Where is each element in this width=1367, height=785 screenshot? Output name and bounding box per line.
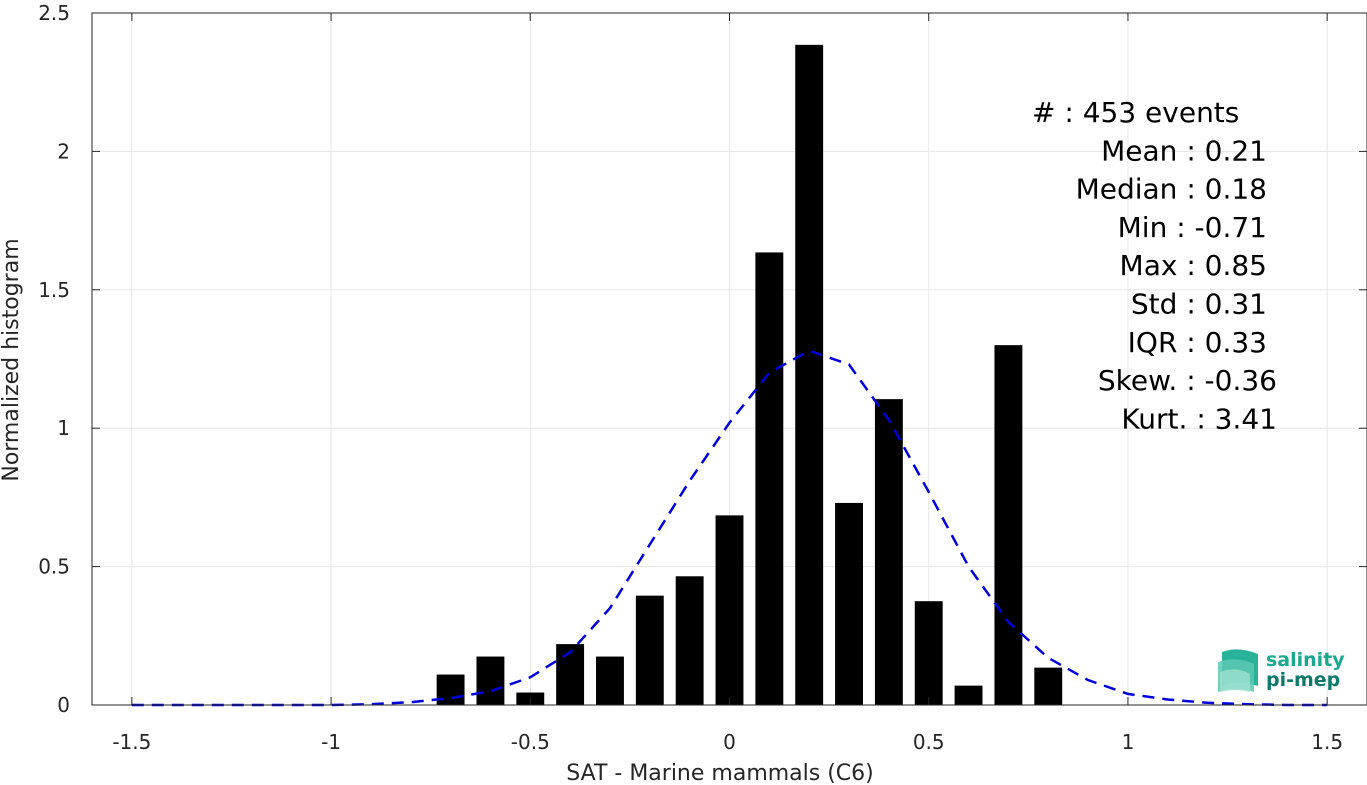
x-tick-label: 0 (723, 730, 736, 754)
fit-curve (131, 349, 1328, 707)
histogram-bar (954, 685, 983, 705)
y-axis-label: Normalized histogram (0, 238, 24, 481)
stats-line: Mean : 0.21 (1101, 134, 1267, 167)
x-tick-label: 1.5 (1311, 730, 1343, 754)
x-axis-label: SAT - Marine mammals (C6) (566, 761, 874, 785)
histogram-bar (635, 595, 664, 705)
stats-line: # : 453 events (1032, 96, 1239, 129)
stats-box: # : 453 events Mean : 0.21 Median : 0.18 Mi… (1032, 96, 1277, 435)
x-tick-label: -1.5 (112, 730, 151, 754)
logo-waves-icon (1218, 649, 1258, 692)
stats-line: Median : 0.18 (1076, 173, 1267, 206)
x-tick-label: -1 (321, 730, 341, 754)
histogram-bar (994, 345, 1023, 705)
x-tick-label: 1 (1122, 730, 1135, 754)
stats-line: Max : 0.85 (1120, 249, 1267, 282)
histogram-bar (715, 515, 744, 705)
y-tick-label: 0 (57, 693, 70, 717)
y-tick-label: 2.5 (38, 1, 70, 25)
stats-line: Kurt. : 3.41 (1121, 402, 1277, 435)
histogram-bars (436, 44, 1063, 705)
stats-line: Min : -0.71 (1118, 211, 1267, 244)
stats-line: Skew. : -0.36 (1098, 364, 1277, 397)
salinity-pi-mep-logo: salinity pi-mep (1218, 649, 1345, 692)
normal-fit-line (131, 349, 1328, 707)
histogram-bar (755, 252, 784, 705)
x-tick-label: -0.5 (511, 730, 550, 754)
histogram-bar (835, 502, 863, 705)
logo-line1: salinity (1266, 649, 1345, 671)
histogram-bar (675, 576, 704, 705)
stats-line: IQR : 0.33 (1128, 326, 1267, 359)
x-tick-label: 0.5 (913, 730, 945, 754)
logo-line2: pi-mep (1266, 669, 1340, 691)
y-tick-label: 1 (57, 416, 70, 440)
axis-ticks: -1.5 -1 -0.5 0 0.5 1 1.5 0 0.5 1 1.5 2 2.5 (38, 1, 1367, 754)
histogram-bar (476, 656, 505, 705)
histogram-bar (874, 399, 903, 705)
y-tick-label: 0.5 (38, 555, 70, 579)
y-tick-label: 1.5 (38, 278, 70, 302)
histogram-bar (795, 44, 824, 705)
y-tick-label: 2 (57, 139, 70, 163)
histogram-bar (556, 644, 585, 705)
histogram-bar (1034, 667, 1063, 705)
histogram-bar (436, 674, 465, 705)
stats-line: Std : 0.31 (1131, 288, 1267, 321)
histogram-bar (596, 656, 624, 705)
histogram-bar (914, 601, 943, 705)
